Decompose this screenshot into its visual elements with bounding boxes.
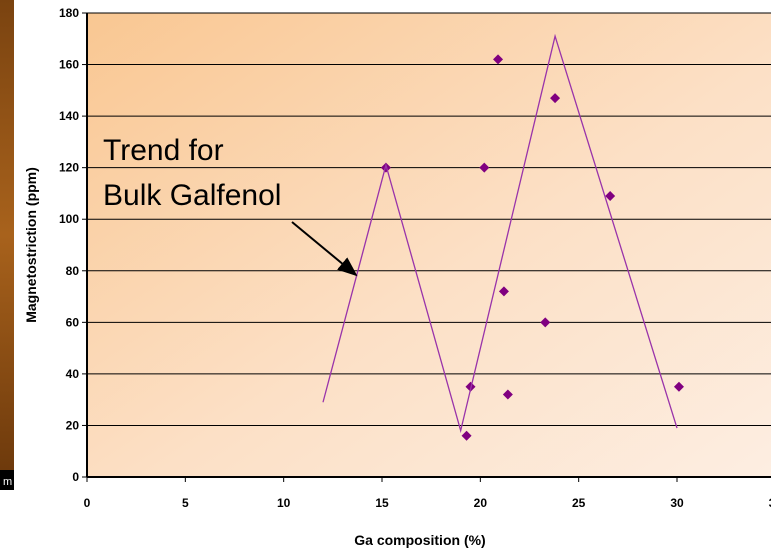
y-axis-label: Magnetostriction (ppm)	[23, 167, 39, 323]
x-tick-label: 0	[84, 496, 91, 510]
y-tick-label: 0	[72, 470, 79, 484]
y-tick-label: 40	[66, 367, 80, 381]
adjacent-image-label: m	[3, 476, 12, 488]
y-tick-label: 140	[59, 109, 79, 123]
y-tick-label: 100	[59, 212, 79, 226]
chart: m 02040608010012014016018005101520253035…	[0, 0, 771, 550]
plot-area	[87, 13, 771, 477]
y-tick-label: 120	[59, 161, 79, 175]
x-tick-label: 5	[182, 496, 189, 510]
y-tick-label: 80	[66, 264, 80, 278]
y-tick-label: 20	[66, 418, 80, 432]
y-tick-label: 180	[59, 6, 79, 20]
y-tick-label: 60	[66, 315, 80, 329]
x-tick-label: 30	[670, 496, 684, 510]
x-axis-label: Ga composition (%)	[354, 532, 485, 548]
x-tick-label: 20	[474, 496, 488, 510]
annotation: Trend for	[103, 134, 224, 167]
x-tick-label: 25	[572, 496, 586, 510]
y-tick-label: 160	[59, 58, 79, 72]
adjacent-image	[0, 0, 14, 470]
annotation: Bulk Galfenol	[103, 179, 281, 212]
x-tick-label: 10	[277, 496, 291, 510]
x-tick-label: 15	[375, 496, 389, 510]
